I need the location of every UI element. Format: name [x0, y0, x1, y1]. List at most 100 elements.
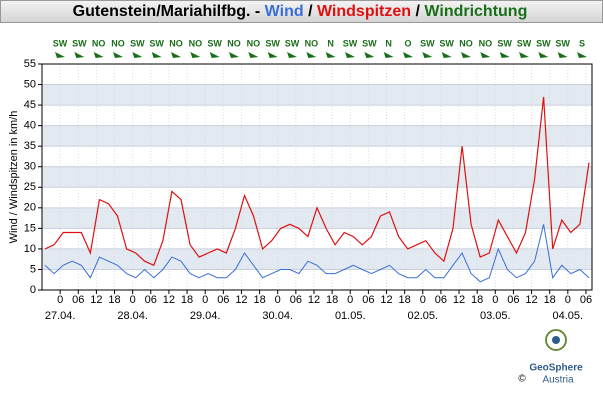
- direction-label: SW: [439, 38, 454, 48]
- direction-arrow: [209, 52, 220, 58]
- title-separator: /: [416, 3, 421, 20]
- direction-label: SW: [265, 38, 280, 48]
- direction-label: SW: [343, 38, 358, 48]
- grid-band: [42, 166, 592, 188]
- x-tick-label: 06: [435, 294, 447, 306]
- x-tick-label: 18: [544, 294, 556, 306]
- direction-label: SW: [72, 38, 87, 48]
- direction-label: NO: [92, 38, 106, 48]
- logo-name: GeoSphere: [529, 363, 583, 374]
- date-label: 01.05.: [335, 310, 366, 322]
- x-tick-label: 18: [181, 294, 193, 306]
- chart-title: Gutenstein/Mariahilfbg. - Wind / Windspi…: [73, 3, 528, 20]
- date-label: 03.05.: [480, 310, 511, 322]
- title-separator: /: [308, 3, 313, 20]
- x-tick-label: 0: [565, 294, 571, 306]
- direction-label: NO: [459, 38, 473, 48]
- y-axis-label: Wind / Windspitzen in km/h: [8, 111, 20, 244]
- y-tick-label: 10: [24, 243, 36, 255]
- direction-arrow: [229, 52, 239, 58]
- direction-label: NO: [247, 38, 261, 48]
- direction-label: N: [385, 38, 392, 48]
- plot-frame: [41, 63, 593, 291]
- direction-label: S: [579, 38, 585, 48]
- direction-arrow: [132, 52, 143, 58]
- x-tick-label: 12: [525, 294, 537, 306]
- y-tick-label: 55: [24, 58, 36, 70]
- x-tick-label: 12: [380, 294, 392, 306]
- direction-label: SW: [149, 38, 164, 48]
- y-tick-label: 20: [24, 202, 36, 214]
- x-tick-label: 06: [507, 294, 519, 306]
- x-tick-label: 12: [163, 294, 175, 306]
- direction-arrow: [422, 52, 433, 58]
- direction-label: SW: [536, 38, 551, 48]
- direction-arrow: [557, 52, 568, 58]
- legend-direction: Windrichtung: [424, 3, 527, 20]
- logo-icon: [552, 336, 560, 344]
- y-tick-label: 0: [30, 284, 36, 296]
- x-tick-label: 0: [202, 294, 208, 306]
- x-tick-label: 18: [108, 294, 120, 306]
- direction-label: SW: [555, 38, 570, 48]
- date-label: 30.04.: [262, 310, 293, 322]
- date-label: 27.04.: [45, 310, 76, 322]
- direction-arrow: [403, 52, 413, 58]
- grid-band: [42, 84, 592, 106]
- direction-arrow: [480, 52, 491, 58]
- copyright: ©: [518, 374, 526, 385]
- y-tick-label: 30: [24, 161, 36, 173]
- direction-arrow: [248, 52, 259, 58]
- date-label: 02.05.: [407, 310, 438, 322]
- direction-arrow: [345, 52, 355, 58]
- direction-label: SW: [285, 38, 300, 48]
- series-line: [44, 224, 590, 283]
- y-tick-label: 25: [24, 181, 36, 193]
- x-tick-label: 12: [453, 294, 465, 306]
- x-tick-label: 0: [275, 294, 281, 306]
- direction-label: SW: [420, 38, 435, 48]
- y-tick-label: 50: [24, 78, 36, 90]
- direction-arrow: [55, 52, 65, 58]
- direction-label: NO: [479, 38, 493, 48]
- direction-arrow: [364, 52, 375, 58]
- grid-band: [42, 248, 592, 270]
- logo-country: Austria: [542, 375, 574, 386]
- direction-arrow: [151, 52, 162, 58]
- x-tick-label: 06: [217, 294, 229, 306]
- x-tick-label: 06: [362, 294, 374, 306]
- direction-arrow: [113, 52, 123, 58]
- x-tick-label: 12: [90, 294, 102, 306]
- direction-arrow: [306, 52, 317, 58]
- direction-arrow: [519, 52, 529, 58]
- series-line: [44, 96, 590, 267]
- grid-band: [42, 207, 592, 229]
- direction-arrow: [74, 52, 85, 58]
- direction-arrow: [267, 52, 278, 58]
- x-tick-label: 06: [145, 294, 157, 306]
- x-tick-label: 0: [492, 294, 498, 306]
- x-tick-label: 0: [57, 294, 63, 306]
- logo-icon: [545, 329, 567, 351]
- direction-arrow: [538, 52, 549, 58]
- y-tick-label: 35: [24, 140, 36, 152]
- direction-label: SW: [517, 38, 532, 48]
- x-tick-label: 06: [290, 294, 302, 306]
- date-label: 29.04.: [190, 310, 221, 322]
- logo: GeoSphere Austria ©: [518, 329, 583, 386]
- x-tick-label: 06: [72, 294, 84, 306]
- x-tick-label: 06: [580, 294, 592, 306]
- grid-band: [42, 125, 592, 147]
- date-label: 04.05.: [553, 310, 584, 322]
- direction-arrow: [441, 52, 452, 58]
- date-label: 28.04.: [117, 310, 148, 322]
- direction-label: SW: [497, 38, 512, 48]
- direction-arrow: [287, 52, 297, 58]
- x-tick-label: 0: [130, 294, 136, 306]
- direction-label: NO: [169, 38, 183, 48]
- direction-arrow: [190, 52, 201, 58]
- x-tick-label: 18: [399, 294, 411, 306]
- direction-label: SW: [207, 38, 222, 48]
- y-tick-label: 15: [24, 222, 36, 234]
- legend-wind: Wind: [265, 3, 304, 20]
